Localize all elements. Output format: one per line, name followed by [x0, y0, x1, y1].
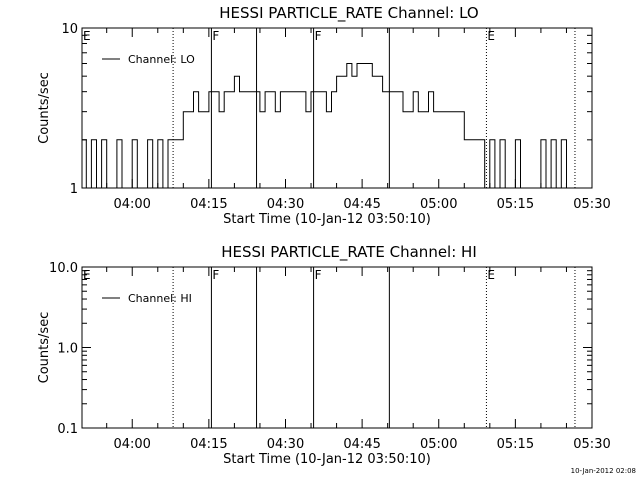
event-marker-label-lo: E: [83, 29, 91, 43]
panel-hi: HESSI PARTICLE_RATE Channel: HI Counts/se…: [37, 243, 611, 467]
event-marker-label-hi: E: [487, 268, 495, 282]
x-tick-label-lo: 04:30: [267, 197, 304, 212]
y-axis-label-hi: Counts/sec: [37, 312, 52, 384]
x-axis-label-lo: Start Time (10-Jan-12 03:50:10): [223, 212, 431, 227]
y-tick-label-hi: 10.0: [49, 261, 78, 276]
x-tick-label-hi: 04:45: [343, 437, 380, 452]
x-tick-label-lo: 04:15: [190, 197, 227, 212]
x-tick-label-hi: 04:30: [267, 437, 304, 452]
event-marker-label-lo: F: [315, 29, 322, 43]
y-tick-label-hi: 0.1: [57, 422, 78, 437]
legend-label-hi: Channel: HI: [128, 292, 192, 305]
x-tick-label-hi: 05:00: [420, 437, 457, 452]
x-tick-label-lo: 05:30: [573, 197, 610, 212]
event-marker-label-lo: E: [487, 29, 495, 43]
y-tick-label-lo: 10: [61, 22, 78, 37]
y-tick-label-hi: 1.0: [57, 342, 78, 357]
footer-timestamp: 10-Jan-2012 02:08: [571, 467, 636, 475]
x-tick-label-lo: 04:00: [113, 197, 150, 212]
x-tick-label-lo: 05:15: [497, 197, 534, 212]
x-tick-label-lo: 05:00: [420, 197, 457, 212]
event-marker-label-hi: F: [212, 268, 219, 282]
chart-title-hi: HESSI PARTICLE_RATE Channel: HI: [221, 243, 477, 262]
data-line-lo: [82, 63, 572, 189]
x-axis-label-hi: Start Time (10-Jan-12 03:50:10): [223, 452, 431, 467]
x-tick-label-hi: 05:15: [497, 437, 534, 452]
event-marker-label-lo: F: [212, 29, 219, 43]
panel-lo: HESSI PARTICLE_RATE Channel: LO Counts/se…: [37, 4, 611, 227]
y-tick-label-lo: 1: [70, 182, 78, 197]
legend-label-lo: Channel: LO: [128, 53, 195, 66]
x-tick-label-hi: 05:30: [573, 437, 610, 452]
x-tick-label-hi: 04:15: [190, 437, 227, 452]
chart-title-lo: HESSI PARTICLE_RATE Channel: LO: [219, 4, 478, 23]
y-axis-label-lo: Counts/sec: [37, 72, 52, 144]
x-tick-label-hi: 04:00: [113, 437, 150, 452]
event-marker-label-hi: F: [315, 268, 322, 282]
event-marker-label-hi: E: [83, 268, 91, 282]
x-tick-label-lo: 04:45: [343, 197, 380, 212]
